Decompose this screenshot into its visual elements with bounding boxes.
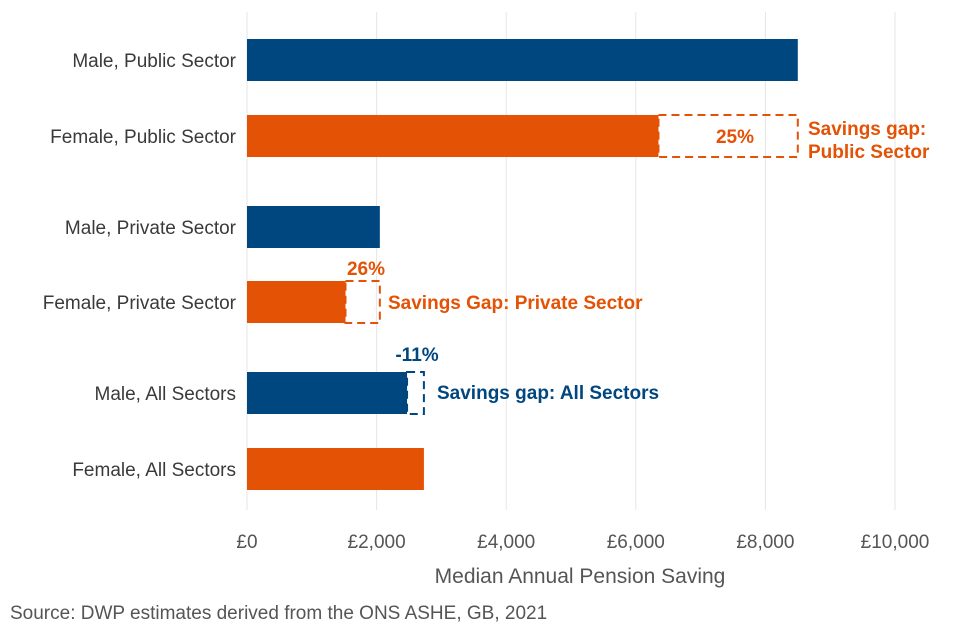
gap-label: Savings gap: All Sectors <box>437 383 659 404</box>
x-tick-label: £10,000 <box>861 532 930 553</box>
gap-box <box>657 114 799 158</box>
gap-box <box>344 280 381 324</box>
x-tick-label: £2,000 <box>348 532 406 553</box>
bar-male-all-sectors <box>247 372 408 414</box>
category-label: Female, Private Sector <box>43 293 237 314</box>
x-tick-label: £4,000 <box>477 532 535 553</box>
gap-label: Savings gap: Public Sector <box>808 119 930 163</box>
gap-annotations: 25% Savings gap: Public Sector 26%Savings G… <box>344 114 930 415</box>
category-label: Female, All Sectors <box>72 460 236 481</box>
category-label: Male, Public Sector <box>72 51 236 72</box>
x-tick-label: £0 <box>236 532 257 553</box>
category-labels: Male, Public Sector Female, Public Sector… <box>43 51 237 481</box>
x-axis-title: Median Annual Pension Saving <box>435 565 726 588</box>
bar-male-public-sector <box>247 39 798 81</box>
source-note: Source: DWP estimates derived from the O… <box>10 603 548 624</box>
bar-female-all-sectors <box>247 448 424 490</box>
gap-percent: 25% <box>716 127 754 148</box>
x-tick-label: £8,000 <box>736 532 794 553</box>
bar-female-public-sector <box>247 115 659 157</box>
gap-percent: 26% <box>347 259 385 280</box>
bar-female-private-sector <box>247 281 346 323</box>
gap-percent: -11% <box>395 345 438 366</box>
x-axis-ticks: £0 £2,000 £4,000 £6,000 £8,000 £10,000 <box>236 532 929 553</box>
x-tick-label: £6,000 <box>607 532 665 553</box>
pension-savings-chart: Male, Public Sector Female, Public Sector… <box>43 12 930 588</box>
gridlines <box>246 12 896 510</box>
gap-label: Savings Gap: Private Sector <box>388 293 643 314</box>
gap-box <box>406 371 425 415</box>
category-label: Female, Public Sector <box>50 127 237 148</box>
category-label: Male, All Sectors <box>95 384 237 405</box>
category-label: Male, Private Sector <box>65 218 237 239</box>
bars <box>247 39 798 490</box>
bar-male-private-sector <box>247 206 380 248</box>
